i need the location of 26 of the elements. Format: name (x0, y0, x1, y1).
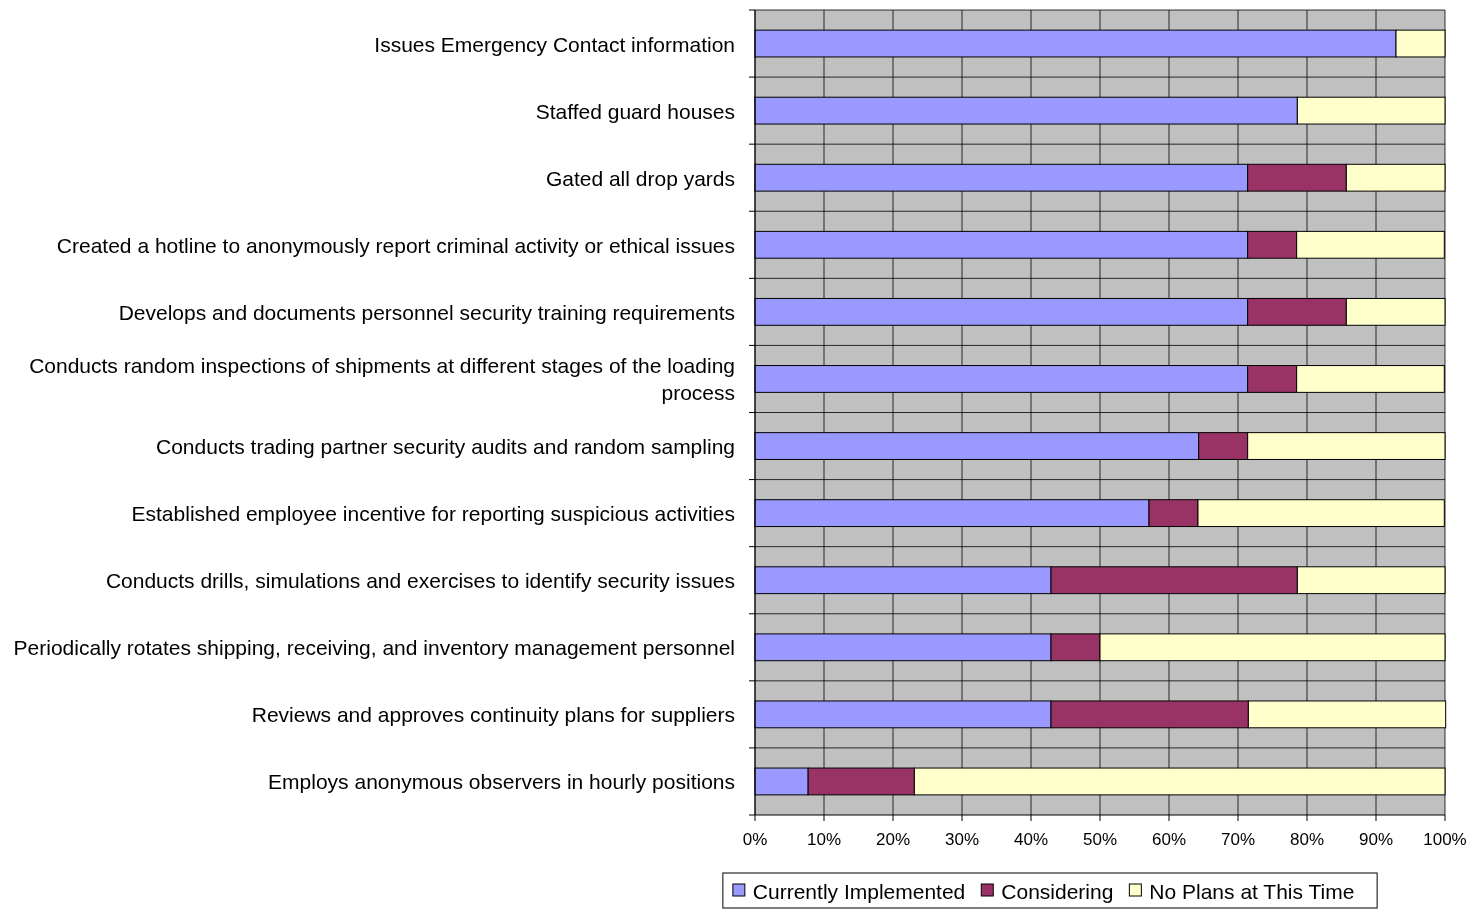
x-tick-label: 60% (1151, 830, 1187, 849)
y-tick-label: Created a hotline to anonymously report criminal activity or ethical issues (56, 233, 735, 257)
x-tick-label: 50% (1082, 830, 1118, 849)
x-tick-label: 70% (1220, 830, 1256, 849)
legend-label: No Plans at This Time (1149, 879, 1355, 903)
y-tick-label: Conducts drills, simulations and exercises to identify security issues (105, 568, 735, 592)
y-tick-label: Gated all drop yards (545, 166, 735, 190)
x-tick-label: 20% (875, 830, 911, 849)
y-tick-label: Staffed guard houses (535, 99, 735, 123)
x-tick-label: 80% (1289, 830, 1325, 849)
x-tick-label: 10% (806, 830, 842, 849)
legend-label: Currently Implemented (752, 879, 966, 903)
y-tick-label: Established employee incentive for reporting suspicious activities (131, 501, 735, 525)
x-tick-label: 100% (1423, 830, 1467, 849)
x-tick-label: 30% (944, 830, 980, 849)
y-tick-label: Develops and documents personnel security training requirements (118, 300, 735, 324)
x-tick-label: 90% (1358, 830, 1394, 849)
y-tick-label: Reviews and approves continuity plans for suppliers (251, 702, 735, 726)
x-tick-label: 0% (742, 830, 768, 849)
y-tick-label: Issues Emergency Contact information (374, 32, 735, 56)
x-tick-label: 40% (1013, 830, 1049, 849)
legend-label: Considering (1001, 879, 1114, 903)
y-tick-label: Conducts trading partner security audits and random sampling (156, 434, 735, 458)
y-tick-label: Employs anonymous observers in hourly positions (268, 769, 735, 793)
y-tick-label: Periodically rotates shipping, receiving, and inventory management personnel (13, 635, 735, 659)
y-tick-label: Conducts random inspections of shipments at different stages of the loading process (29, 353, 735, 404)
